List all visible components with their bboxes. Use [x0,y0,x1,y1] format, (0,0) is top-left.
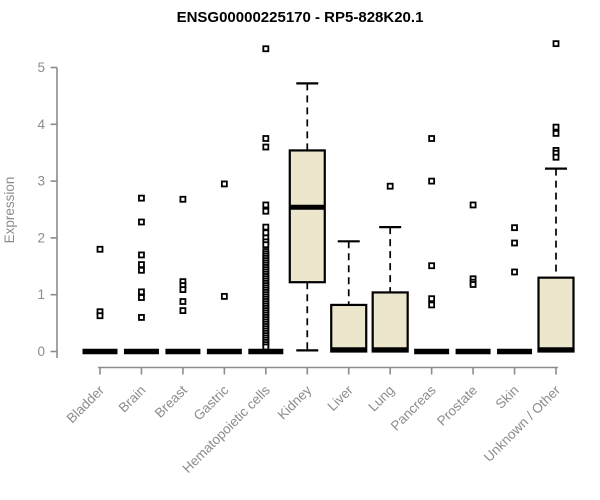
outlier-point [262,201,270,209]
y-tick-label: 4 [37,117,45,132]
collapsed-box [82,348,118,355]
outlier-point [262,241,270,249]
outlier-point [469,281,477,288]
y-axis-title: Expression [2,177,17,244]
chart-title: ENSG00000225170 - RP5-828K20.1 [177,9,424,26]
outlier-point [262,135,270,142]
outlier-point [96,245,104,253]
outlier-point [428,262,436,270]
outlier-point [262,45,270,53]
boxplot-gastric [206,180,242,355]
x-tick-label-gastric: Gastric [191,382,232,423]
outlier-point [552,129,560,137]
outlier-point [552,123,560,131]
collapsed-box [165,348,201,355]
outlier-point [179,298,187,305]
outlier-point [511,239,518,247]
box [537,276,575,353]
outlier-point [138,194,145,202]
outlier-point [138,266,145,274]
collapsed-box [455,348,491,355]
outlier-point [179,307,187,315]
outlier-point [428,135,436,142]
boxplot-prostate [455,201,491,355]
boxplot-lung [371,182,409,353]
collapsed-box [248,348,284,355]
x-tick-label-prostate: Prostate [434,383,480,429]
y-tick-label: 2 [37,230,45,245]
plot-root: 0 1 2 3 4 5 Bladder Brain Breast GastricHematopoi… [37,40,575,476]
boxplot-skin [497,224,533,355]
x-tick-label-bladder: Bladder [64,382,108,426]
boxplot-pancreas [414,135,450,355]
outlier-point [138,218,145,226]
outlier-point [552,153,560,161]
collapsed-box [497,348,533,355]
x-tick-label-skin: Skin [492,383,521,412]
y-tick-label: 1 [37,287,45,302]
x-tick-label-breast: Breast [152,382,190,420]
box [330,303,368,353]
boxplot-liver [330,240,368,353]
outlier-point [428,301,436,309]
boxplot-bladder [82,245,118,355]
outlier-point [428,177,436,185]
boxplot-kidney [288,82,326,352]
outlier-point [138,261,145,268]
outlier-point [262,223,270,231]
outlier-point [220,293,228,300]
outlier-point [138,288,145,296]
collapsed-box [414,348,450,355]
outlier-point [96,312,104,320]
boxplot-unknown-other [537,40,575,353]
outlier-point [511,268,518,276]
x-tick-label-liver: Liver [325,382,357,414]
outlier-point [179,195,187,203]
outlier-point [552,40,560,48]
y-tick-label: 0 [37,344,45,359]
outlier-point [138,251,145,259]
y-tick-label: 3 [37,174,45,189]
x-tick-label-lung: Lung [365,383,397,415]
outlier-point [386,182,394,190]
boxplot-hematopoietic-cells [248,45,284,355]
x-tick-label-unknown-other: Unknown / Other [481,382,564,465]
box [288,149,326,284]
box [371,291,409,353]
boxplot-brain [123,194,159,355]
outlier-point [262,207,270,215]
outlier-point [220,180,228,188]
outlier-point [179,286,187,293]
outlier-point [262,143,270,151]
outlier-point [262,343,270,351]
boxplot-breast [165,195,201,355]
collapsed-box [206,348,242,355]
x-tick-label-brain: Brain [116,383,149,416]
outlier-point [511,224,518,232]
x-tick-label-kidney: Kidney [275,382,315,422]
collapsed-box [123,348,159,355]
outlier-point [138,314,145,321]
y-tick-label: 5 [37,60,45,75]
outlier-point [138,294,145,301]
outlier-point [469,201,477,209]
outlier-point [428,295,436,303]
x-tick-label-pancreas: Pancreas [388,382,439,433]
y-axis: 0 1 2 3 4 5 [37,60,58,359]
